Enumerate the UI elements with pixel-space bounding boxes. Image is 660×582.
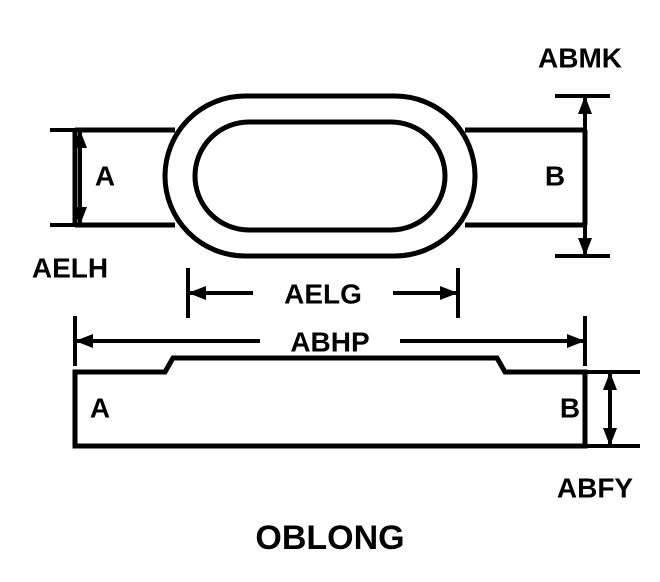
svg-text:B: B (545, 160, 565, 191)
svg-text:OBLONG: OBLONG (255, 519, 404, 557)
svg-text:ABHP: ABHP (290, 326, 369, 357)
svg-text:B: B (560, 392, 580, 423)
svg-text:A: A (90, 392, 110, 423)
svg-text:ABMK: ABMK (538, 42, 622, 73)
svg-text:AELG: AELG (284, 278, 362, 309)
svg-text:AELH: AELH (32, 252, 108, 283)
svg-text:A: A (95, 160, 115, 191)
svg-text:ABFY: ABFY (557, 472, 634, 503)
